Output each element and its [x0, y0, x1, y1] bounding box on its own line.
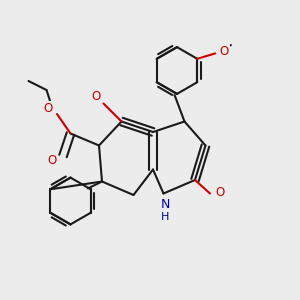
- Text: O: O: [220, 45, 229, 58]
- Text: H: H: [161, 212, 169, 223]
- Text: O: O: [48, 154, 57, 167]
- Text: O: O: [216, 185, 225, 199]
- Text: N: N: [160, 198, 170, 212]
- Text: O: O: [92, 89, 100, 103]
- Text: O: O: [44, 102, 52, 115]
